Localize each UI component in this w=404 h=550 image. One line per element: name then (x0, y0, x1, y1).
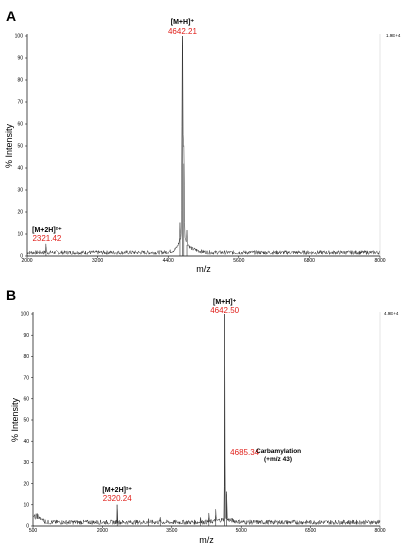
x-tick-label: 2000 (97, 528, 108, 534)
panel-letter: B (6, 287, 16, 303)
ion-label: [M+H]⁺ (171, 19, 195, 26)
y-tick-label: 0 (26, 524, 29, 530)
y-tick-label: 10 (23, 503, 29, 509)
ion-label: [M+2H]²⁺ (32, 227, 62, 234)
peak-mz-label: 2320.24 (103, 494, 132, 503)
y-tick-label: 40 (17, 166, 23, 172)
panel-letter: A (6, 8, 16, 24)
ion-label: [M+2H]²⁺ (102, 487, 132, 494)
spectrum-panel-a: A 0 10 20 30 40 50 60 70 80 90 100 2000 3200 4400 5600 6… (4, 8, 401, 274)
peak-mz-label: 4685.34 (230, 448, 259, 457)
carbamylation-note: (+m/z 43) (264, 456, 292, 463)
x-tick-label: 500 (29, 528, 38, 534)
x-axis-label: m/z (199, 535, 214, 545)
y-tick-label: 90 (23, 333, 29, 339)
y-tick-label: 100 (15, 34, 24, 40)
carbamylation-note: Carbamylation (256, 448, 301, 455)
x-tick-label: 3200 (92, 258, 103, 264)
intensity-scale-label: 1.9E+4 (386, 33, 401, 38)
y-tick-label: 80 (17, 78, 23, 84)
y-tick-label: 60 (17, 122, 23, 128)
x-tick-label: 6500 (305, 528, 316, 534)
intensity-scale-label: 4.9E+4 (384, 311, 399, 316)
y-tick-label: 60 (23, 397, 29, 403)
spectrum-trace (32, 313, 381, 526)
y-tick-label: 30 (17, 188, 23, 194)
x-tick-label: 4400 (163, 258, 174, 264)
y-axis-label: % Intensity (10, 397, 20, 442)
y-tick-label: 90 (17, 56, 23, 62)
y-tick-label: 50 (17, 144, 23, 150)
x-tick-label: 3500 (166, 528, 177, 534)
peak-mz-label: 2321.42 (32, 234, 61, 243)
peak-mz-label: 4642.21 (168, 27, 197, 36)
y-tick-label: 70 (23, 375, 29, 381)
y-tick-label: 20 (17, 210, 23, 216)
y-tick-label: 30 (23, 460, 29, 466)
y-tick-label: 50 (23, 418, 29, 424)
x-tick-label: 8000 (374, 258, 385, 264)
y-tick-label: 40 (23, 439, 29, 445)
x-tick-label: 2000 (21, 258, 32, 264)
x-tick-label: 5000 (236, 528, 247, 534)
spectrum-trace (26, 35, 381, 256)
y-tick-label: 20 (23, 481, 29, 487)
y-tick-label: 100 (21, 312, 30, 318)
y-tick-label: 10 (17, 232, 23, 238)
x-tick-label: 5600 (233, 258, 244, 264)
y-tick-label: 0 (20, 254, 23, 260)
peak-mz-label: 4642.50 (210, 306, 239, 315)
y-tick-label: 80 (23, 354, 29, 360)
y-tick-label: 70 (17, 100, 23, 106)
spectrum-panel-b: B 0 10 20 30 40 50 60 70 80 90 100 500 2000 3500 5000 65… (6, 287, 399, 545)
x-tick-label: 8000 (374, 528, 385, 534)
x-axis-label: m/z (196, 264, 211, 274)
y-axis-label: % Intensity (4, 123, 14, 168)
ion-label: [M+H]⁺ (213, 299, 237, 306)
x-tick-label: 6800 (304, 258, 315, 264)
